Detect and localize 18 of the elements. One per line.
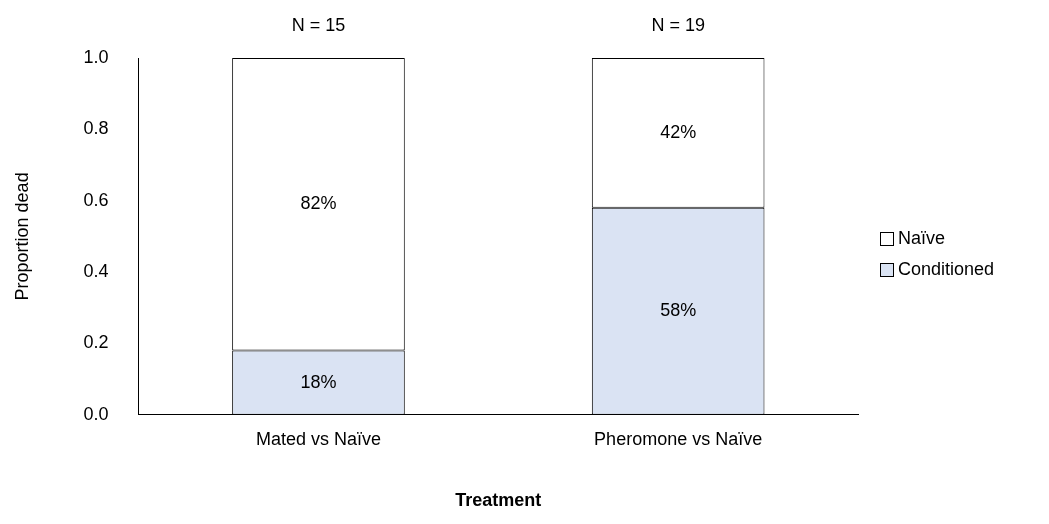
y-tick-label: 0.0 (83, 403, 109, 424)
y-tick-label: 1.0 (83, 46, 109, 67)
y-axis-title: Proportion dead (11, 172, 32, 301)
data-label: 42% (660, 121, 697, 142)
text: N = 15 (291, 14, 346, 35)
text: Naïve (898, 228, 946, 249)
legend-label: Conditioned (898, 259, 995, 280)
y-tick-label: 0.8 (83, 118, 109, 139)
y-tick-label: 0.2 (83, 332, 109, 353)
x-axis-title: Treatment (455, 490, 542, 511)
data-label: 82% (300, 193, 337, 214)
x-tick-label: Pheromone vs Naïve (594, 428, 763, 449)
y-tick-label: 0.4 (83, 261, 109, 282)
text: N = 19 (651, 14, 705, 35)
data-label: 18% (300, 371, 337, 392)
x-tick-label: Mated vs Naïve (255, 428, 381, 449)
data-label: 58% (660, 300, 697, 321)
y-tick-label: 0.6 (83, 189, 109, 210)
